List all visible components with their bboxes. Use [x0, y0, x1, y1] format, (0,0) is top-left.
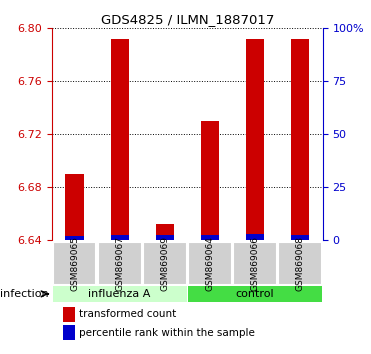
Text: GSM869068: GSM869068 [296, 236, 305, 291]
Text: GSM869064: GSM869064 [206, 236, 214, 291]
Bar [156, 235, 174, 240]
FancyBboxPatch shape [53, 286, 187, 302]
Text: percentile rank within the sample: percentile rank within the sample [79, 328, 255, 338]
Bar [201, 235, 219, 240]
Text: influenza A: influenza A [88, 289, 151, 299]
FancyBboxPatch shape [143, 242, 187, 285]
Text: GSM869066: GSM869066 [250, 236, 260, 291]
Text: control: control [236, 289, 275, 299]
Text: infection: infection [0, 289, 48, 299]
FancyBboxPatch shape [98, 242, 142, 285]
Bar [291, 235, 309, 240]
Bar [63, 307, 75, 322]
Bar [156, 224, 174, 240]
Bar [246, 39, 264, 240]
Bar [201, 121, 219, 240]
Text: transformed count: transformed count [79, 309, 176, 319]
Text: GSM869069: GSM869069 [160, 236, 169, 291]
FancyBboxPatch shape [278, 242, 322, 285]
FancyBboxPatch shape [233, 242, 277, 285]
FancyBboxPatch shape [188, 242, 232, 285]
Bar [291, 39, 309, 240]
Bar [66, 236, 83, 240]
Bar [111, 39, 129, 240]
Bar [246, 234, 264, 240]
FancyBboxPatch shape [188, 286, 322, 302]
Text: GSM869065: GSM869065 [70, 236, 79, 291]
Bar [66, 174, 83, 240]
Bar [63, 325, 75, 340]
Title: GDS4825 / ILMN_1887017: GDS4825 / ILMN_1887017 [101, 13, 274, 26]
Bar [111, 235, 129, 240]
FancyBboxPatch shape [53, 242, 96, 285]
Text: GSM869067: GSM869067 [115, 236, 124, 291]
